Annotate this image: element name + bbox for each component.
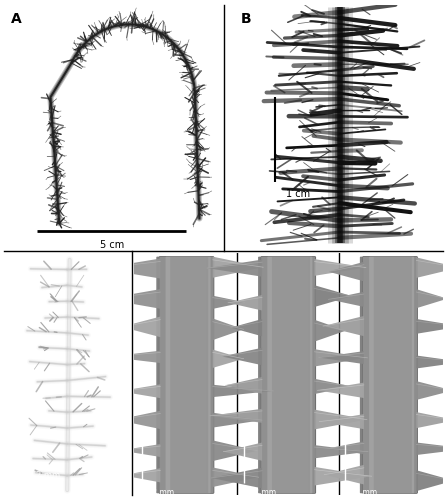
FancyBboxPatch shape: [159, 256, 214, 494]
Polygon shape: [122, 316, 160, 337]
FancyBboxPatch shape: [360, 256, 409, 494]
Polygon shape: [331, 442, 364, 454]
Text: 0.2 mm: 0.2 mm: [145, 488, 174, 496]
Polygon shape: [213, 350, 244, 368]
FancyBboxPatch shape: [369, 256, 414, 494]
Polygon shape: [100, 258, 160, 278]
Polygon shape: [120, 444, 160, 457]
Polygon shape: [315, 349, 367, 366]
Polygon shape: [222, 348, 262, 365]
Polygon shape: [416, 470, 447, 491]
FancyBboxPatch shape: [374, 256, 412, 494]
Text: 5 cm: 5 cm: [100, 240, 124, 250]
Polygon shape: [117, 411, 160, 429]
FancyBboxPatch shape: [165, 256, 211, 494]
FancyBboxPatch shape: [267, 256, 312, 494]
Polygon shape: [328, 262, 364, 281]
Polygon shape: [210, 409, 262, 423]
Polygon shape: [207, 260, 262, 276]
Polygon shape: [228, 295, 262, 310]
Polygon shape: [213, 412, 262, 428]
Polygon shape: [122, 468, 160, 482]
Polygon shape: [211, 468, 262, 488]
Polygon shape: [231, 319, 262, 336]
Polygon shape: [315, 410, 367, 430]
Polygon shape: [416, 319, 447, 334]
Polygon shape: [315, 320, 346, 342]
FancyBboxPatch shape: [261, 256, 316, 494]
Polygon shape: [213, 468, 259, 487]
Text: C: C: [11, 258, 21, 272]
Polygon shape: [315, 445, 368, 458]
Polygon shape: [317, 382, 364, 398]
Polygon shape: [213, 296, 245, 309]
Polygon shape: [416, 258, 447, 278]
Polygon shape: [108, 350, 160, 363]
Text: 1 cm: 1 cm: [286, 190, 310, 200]
FancyBboxPatch shape: [170, 256, 208, 494]
FancyBboxPatch shape: [363, 256, 418, 494]
Text: 0.2 mm: 0.2 mm: [349, 488, 378, 496]
FancyBboxPatch shape: [261, 256, 316, 494]
Polygon shape: [105, 289, 160, 308]
Text: A: A: [11, 12, 22, 26]
Polygon shape: [319, 414, 364, 429]
Polygon shape: [416, 412, 447, 428]
Polygon shape: [329, 292, 364, 307]
Polygon shape: [315, 467, 371, 485]
Polygon shape: [416, 356, 447, 368]
Polygon shape: [315, 285, 352, 307]
FancyBboxPatch shape: [156, 256, 206, 494]
Text: 0.2 mm: 0.2 mm: [247, 488, 276, 496]
Polygon shape: [119, 384, 160, 398]
Polygon shape: [324, 465, 364, 484]
Text: B: B: [241, 12, 252, 26]
Polygon shape: [416, 289, 447, 308]
Polygon shape: [323, 316, 364, 336]
Polygon shape: [315, 259, 366, 276]
Polygon shape: [213, 256, 263, 278]
Polygon shape: [213, 384, 273, 397]
Polygon shape: [224, 442, 262, 461]
Polygon shape: [225, 377, 262, 394]
FancyBboxPatch shape: [160, 256, 214, 494]
Polygon shape: [213, 318, 244, 340]
Polygon shape: [315, 379, 352, 394]
Polygon shape: [416, 442, 447, 455]
Text: 2 mm: 2 mm: [36, 472, 60, 480]
Polygon shape: [319, 351, 364, 364]
Polygon shape: [213, 440, 257, 461]
FancyBboxPatch shape: [258, 256, 308, 494]
FancyBboxPatch shape: [272, 256, 310, 494]
FancyBboxPatch shape: [363, 256, 417, 494]
Polygon shape: [416, 381, 447, 400]
Text: D: D: [140, 258, 152, 272]
